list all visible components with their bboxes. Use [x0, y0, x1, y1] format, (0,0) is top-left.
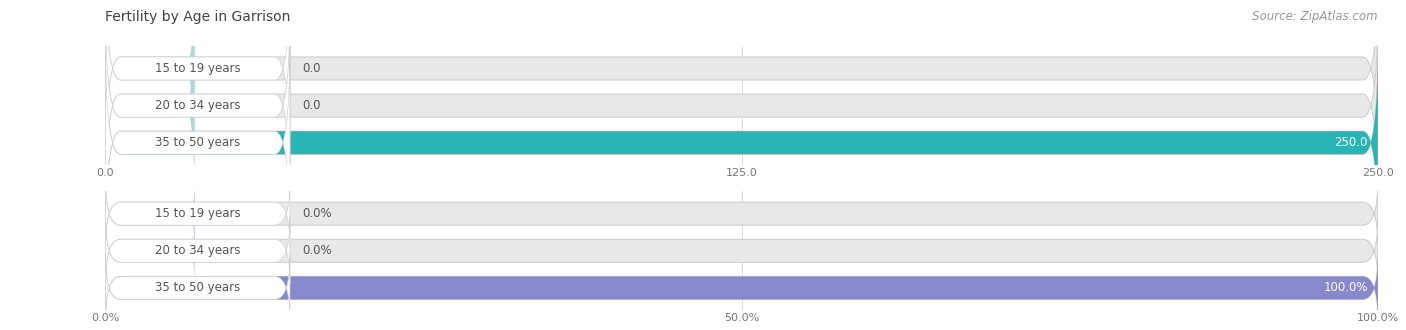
Text: 250.0: 250.0: [1334, 136, 1368, 149]
Text: 15 to 19 years: 15 to 19 years: [155, 207, 240, 220]
Text: 100.0%: 100.0%: [1323, 281, 1368, 294]
FancyBboxPatch shape: [105, 181, 1378, 247]
Text: 35 to 50 years: 35 to 50 years: [155, 136, 240, 149]
FancyBboxPatch shape: [105, 0, 1378, 168]
FancyBboxPatch shape: [105, 255, 290, 321]
FancyBboxPatch shape: [105, 43, 1378, 243]
FancyBboxPatch shape: [105, 255, 1378, 321]
Text: 0.0: 0.0: [302, 99, 321, 112]
FancyBboxPatch shape: [105, 43, 290, 243]
FancyBboxPatch shape: [105, 218, 290, 284]
Text: 20 to 34 years: 20 to 34 years: [155, 244, 240, 257]
FancyBboxPatch shape: [105, 218, 194, 284]
FancyBboxPatch shape: [105, 181, 194, 247]
FancyBboxPatch shape: [105, 181, 290, 247]
FancyBboxPatch shape: [105, 43, 1378, 243]
Text: 15 to 19 years: 15 to 19 years: [155, 62, 240, 75]
FancyBboxPatch shape: [105, 6, 290, 206]
FancyBboxPatch shape: [105, 0, 290, 168]
FancyBboxPatch shape: [105, 6, 194, 206]
FancyBboxPatch shape: [105, 255, 1378, 321]
Text: 20 to 34 years: 20 to 34 years: [155, 99, 240, 112]
Text: Fertility by Age in Garrison: Fertility by Age in Garrison: [105, 10, 291, 24]
Text: 0.0: 0.0: [302, 62, 321, 75]
Text: 35 to 50 years: 35 to 50 years: [155, 281, 240, 294]
FancyBboxPatch shape: [105, 6, 1378, 206]
Text: 0.0%: 0.0%: [302, 244, 332, 257]
FancyBboxPatch shape: [105, 0, 194, 168]
Text: Source: ZipAtlas.com: Source: ZipAtlas.com: [1253, 10, 1378, 23]
Text: 0.0%: 0.0%: [302, 207, 332, 220]
FancyBboxPatch shape: [105, 218, 1378, 284]
